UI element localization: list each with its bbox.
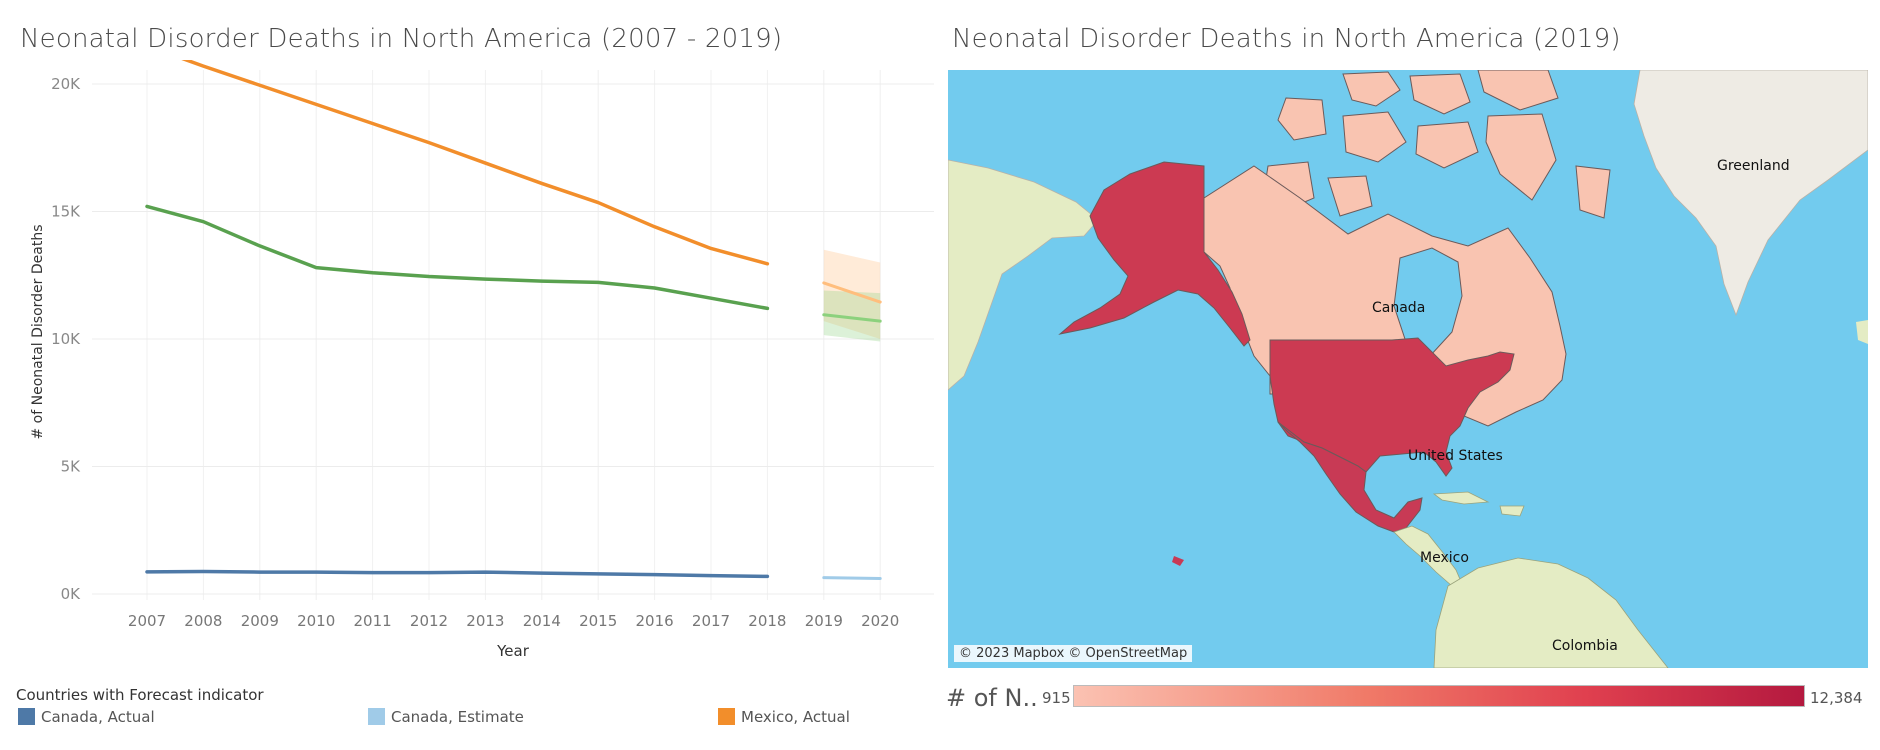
x-tick-label: 2010 <box>297 612 335 630</box>
series-line[interactable] <box>822 281 882 304</box>
x-tick-label: 2014 <box>523 612 561 630</box>
line-chart[interactable]: 0K 5K 10K 15K 20K 2007 2008 2009 2010 2011 2012 201… <box>0 60 940 670</box>
mexico-label: Mexico <box>1420 550 1469 566</box>
choropleth-map[interactable]: Greenland Canada United States Mexico Co… <box>948 70 1868 668</box>
x-axis-title: Year <box>496 642 530 660</box>
arctic-island <box>1477 70 1559 111</box>
united-states-label: United States <box>1408 448 1503 464</box>
color-legend-min: 915 <box>1042 689 1071 707</box>
arctic-island <box>1409 73 1471 115</box>
legend-swatch <box>718 708 735 725</box>
color-legend-gradient <box>1073 685 1805 707</box>
arctic-island <box>1342 111 1407 163</box>
arctic-island <box>1277 97 1327 141</box>
x-tick-label: 2007 <box>128 612 166 630</box>
arctic-island <box>1485 113 1557 201</box>
canada-label: Canada <box>1372 300 1426 316</box>
arctic-island <box>1342 71 1401 107</box>
x-tick-label: 2011 <box>354 612 392 630</box>
x-tick-label: 2019 <box>805 612 843 630</box>
legend-title: Countries with Forecast indicator <box>16 686 264 704</box>
line-chart-title: Neonatal Disorder Deaths in North Americ… <box>20 24 783 54</box>
iceland-landmass <box>1856 320 1868 344</box>
hawaii-island <box>1172 556 1184 566</box>
colombia-label: Colombia <box>1552 638 1618 654</box>
legend-swatch <box>18 708 35 725</box>
series-line[interactable] <box>822 313 882 323</box>
series-line[interactable] <box>822 576 882 580</box>
color-legend-max: 12,384 <box>1810 689 1863 707</box>
series-line[interactable] <box>147 60 770 266</box>
x-tick-label: 2012 <box>410 612 448 630</box>
y-tick-label: 10K <box>51 330 81 348</box>
legend-label: Mexico, Actual <box>741 708 850 726</box>
color-legend-label: # of N.. <box>946 684 1038 712</box>
x-tick-label: 2013 <box>466 612 504 630</box>
legend-label: Canada, Estimate <box>391 708 524 726</box>
series-line[interactable] <box>145 569 770 579</box>
greenland-landmass <box>1633 70 1868 317</box>
hudson-bay <box>1393 247 1463 357</box>
arctic-island <box>1327 175 1373 217</box>
cuba-island <box>1432 491 1490 505</box>
y-tick-label: 20K <box>51 75 81 93</box>
y-tick-label: 5K <box>61 458 82 476</box>
legend-item-canada-estimate[interactable]: Canada, Estimate <box>368 708 524 726</box>
map-chart-title: Neonatal Disorder Deaths in North Americ… <box>952 24 1621 54</box>
legend-item-mexico-actual[interactable]: Mexico, Actual <box>718 708 850 726</box>
arctic-island <box>1415 121 1479 169</box>
x-tick-label: 2009 <box>241 612 279 630</box>
legend-label: Canada, Actual <box>41 708 155 726</box>
hispaniola-island <box>1499 505 1525 517</box>
x-tick-label: 2017 <box>692 612 730 630</box>
x-tick-label: 2018 <box>748 612 786 630</box>
series-line[interactable] <box>145 204 770 311</box>
legend-swatch <box>368 708 385 725</box>
south-america <box>1433 557 1669 668</box>
alaska-region <box>1058 161 1251 347</box>
x-tick-label: 2008 <box>184 612 222 630</box>
y-tick-label: 15K <box>51 203 81 221</box>
y-tick-label: 0K <box>61 585 82 603</box>
x-tick-label: 2020 <box>861 612 899 630</box>
asia-landmass <box>948 159 1099 391</box>
arctic-island <box>1575 165 1611 219</box>
x-tick-label: 2016 <box>636 612 674 630</box>
greenland-label: Greenland <box>1717 158 1790 174</box>
map-attribution[interactable]: © 2023 Mapbox © OpenStreetMap <box>954 645 1193 662</box>
legend-item-canada-actual[interactable]: Canada, Actual <box>18 708 155 726</box>
mexico-region <box>1277 421 1423 533</box>
forecast-band <box>823 290 881 342</box>
y-axis-title: # of Neonatal Disorder Deaths <box>30 224 46 439</box>
x-tick-label: 2015 <box>579 612 617 630</box>
